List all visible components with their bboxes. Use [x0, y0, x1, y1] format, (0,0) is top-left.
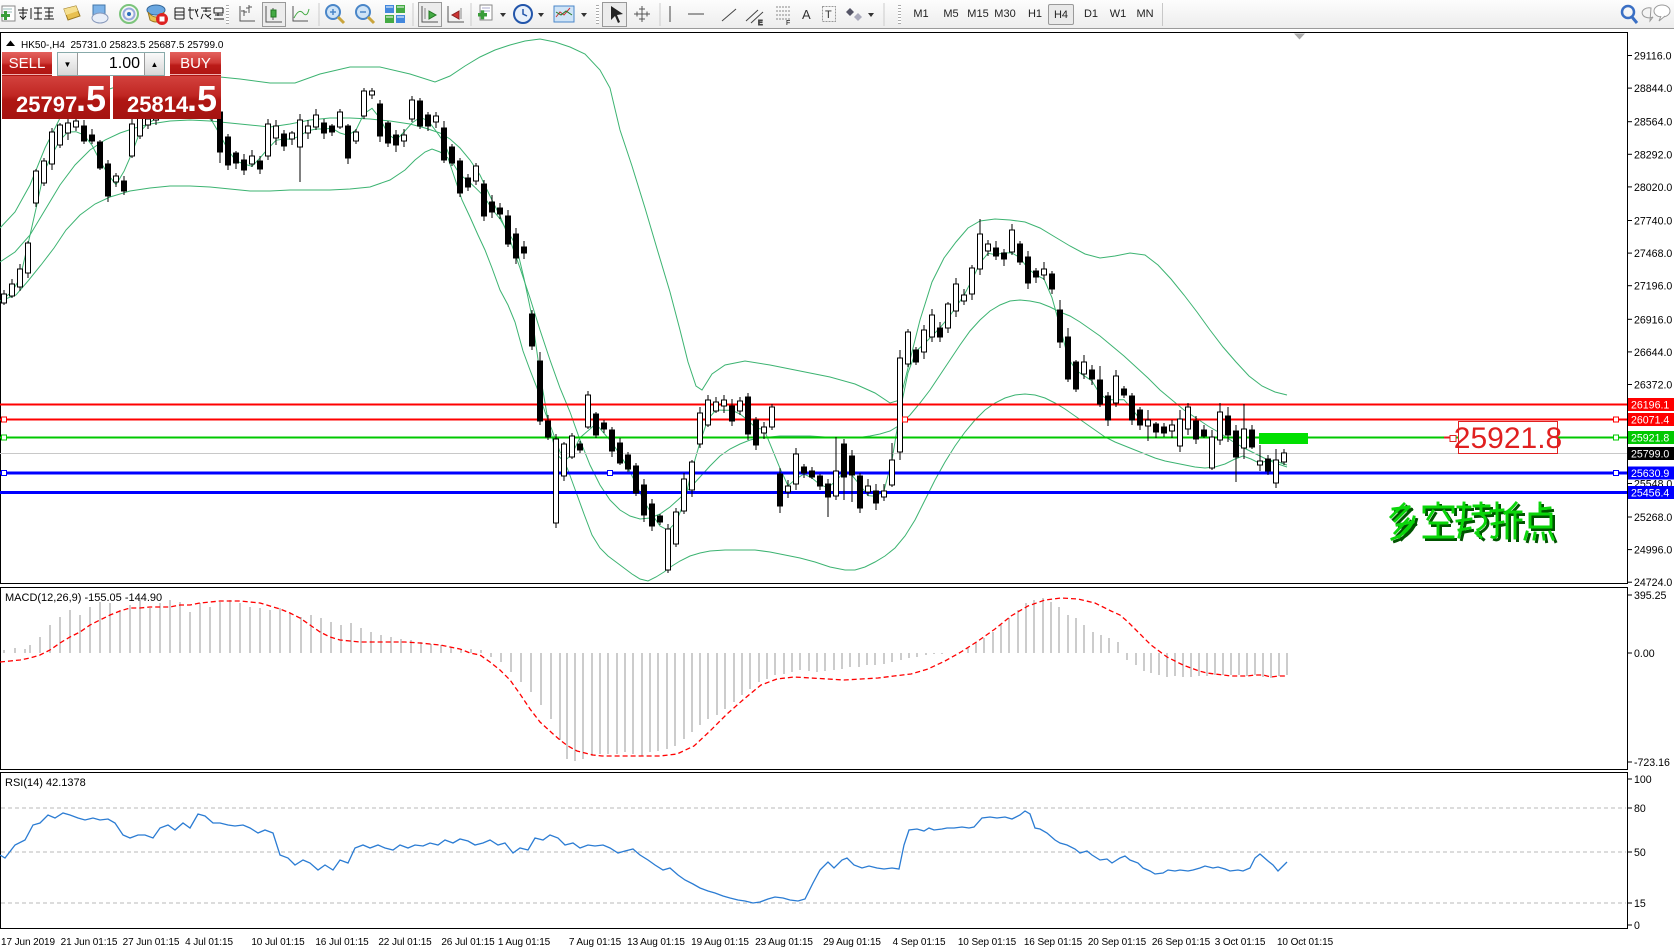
svg-text:80: 80 [1634, 803, 1646, 815]
svg-text:16 Sep 01:15: 16 Sep 01:15 [1024, 937, 1083, 948]
svg-text:4 Sep 01:15: 4 Sep 01:15 [893, 937, 946, 948]
svg-text:F: F [786, 20, 790, 27]
svg-text:395.25: 395.25 [1634, 590, 1667, 602]
svg-text:27740.0: 27740.0 [1634, 216, 1672, 228]
svg-text:A: A [802, 7, 811, 22]
svg-text:T: T [825, 9, 832, 21]
svg-text:28292.0: 28292.0 [1634, 149, 1672, 161]
svg-text:10 Oct 01:15: 10 Oct 01:15 [1277, 937, 1334, 948]
svg-text:22 Jul 01:15: 22 Jul 01:15 [378, 937, 432, 948]
svg-text:25456.4: 25456.4 [1631, 488, 1669, 500]
svg-text:MACD(12,26,9) -155.05 -144.90: MACD(12,26,9) -155.05 -144.90 [5, 592, 162, 604]
svg-text:15: 15 [1634, 898, 1646, 910]
svg-text:25630.9: 25630.9 [1631, 468, 1669, 480]
svg-text:HK50-,H4 25731.0 25823.5 2568: HK50-,H4 25731.0 25823.5 25687.5 25799.0 [21, 40, 224, 51]
svg-text:25921.8: 25921.8 [1454, 422, 1562, 455]
svg-text:26916.0: 26916.0 [1634, 314, 1672, 326]
svg-text:10 Sep 01:15: 10 Sep 01:15 [958, 937, 1017, 948]
svg-text:29 Aug 01:15: 29 Aug 01:15 [823, 937, 881, 948]
svg-text:16 Jul 01:15: 16 Jul 01:15 [315, 937, 369, 948]
svg-text:21 Jun 01:15: 21 Jun 01:15 [61, 937, 118, 948]
svg-text:26071.4: 26071.4 [1631, 415, 1669, 427]
svg-text:25799.0: 25799.0 [1631, 449, 1669, 461]
svg-text:25268.0: 25268.0 [1634, 512, 1672, 524]
svg-text:17 Jun 2019: 17 Jun 2019 [1, 937, 55, 948]
svg-text:26 Sep 01:15: 26 Sep 01:15 [1152, 937, 1211, 948]
svg-text:27196.0: 27196.0 [1634, 281, 1672, 293]
svg-text:20 Sep 01:15: 20 Sep 01:15 [1088, 937, 1147, 948]
svg-text:RSI(14) 42.1378: RSI(14) 42.1378 [5, 777, 86, 789]
svg-text:100: 100 [1634, 774, 1652, 786]
svg-text:E: E [758, 20, 763, 27]
svg-text:28844.0: 28844.0 [1634, 83, 1672, 95]
svg-text:19 Aug 01:15: 19 Aug 01:15 [691, 937, 749, 948]
svg-text:0: 0 [1634, 920, 1640, 932]
svg-text:24996.0: 24996.0 [1634, 545, 1672, 557]
svg-text:4 Jul 01:15: 4 Jul 01:15 [185, 937, 233, 948]
svg-text:27 Jun 01:15: 27 Jun 01:15 [123, 937, 180, 948]
svg-text:-723.16: -723.16 [1634, 757, 1670, 769]
svg-text:29116.0: 29116.0 [1634, 51, 1672, 63]
svg-text:13 Aug 01:15: 13 Aug 01:15 [627, 937, 685, 948]
svg-text:28020.0: 28020.0 [1634, 182, 1672, 194]
svg-text:28564.0: 28564.0 [1634, 117, 1672, 129]
svg-text:10 Jul 01:15: 10 Jul 01:15 [251, 937, 305, 948]
svg-text:24724.0: 24724.0 [1634, 577, 1672, 589]
svg-text:1 Aug 01:15: 1 Aug 01:15 [498, 937, 551, 948]
svg-text:23 Aug 01:15: 23 Aug 01:15 [755, 937, 813, 948]
svg-text:7 Aug 01:15: 7 Aug 01:15 [569, 937, 622, 948]
svg-text:26644.0: 26644.0 [1634, 347, 1672, 359]
svg-text:26372.0: 26372.0 [1634, 380, 1672, 392]
svg-text:3 Oct 01:15: 3 Oct 01:15 [1215, 937, 1266, 948]
svg-text:50: 50 [1634, 847, 1646, 859]
svg-text:26 Jul 01:15: 26 Jul 01:15 [441, 937, 495, 948]
svg-text:27468.0: 27468.0 [1634, 248, 1672, 260]
svg-text:25921.8: 25921.8 [1631, 433, 1669, 445]
svg-text:0.00: 0.00 [1634, 648, 1655, 660]
svg-text:26196.1: 26196.1 [1631, 400, 1669, 412]
